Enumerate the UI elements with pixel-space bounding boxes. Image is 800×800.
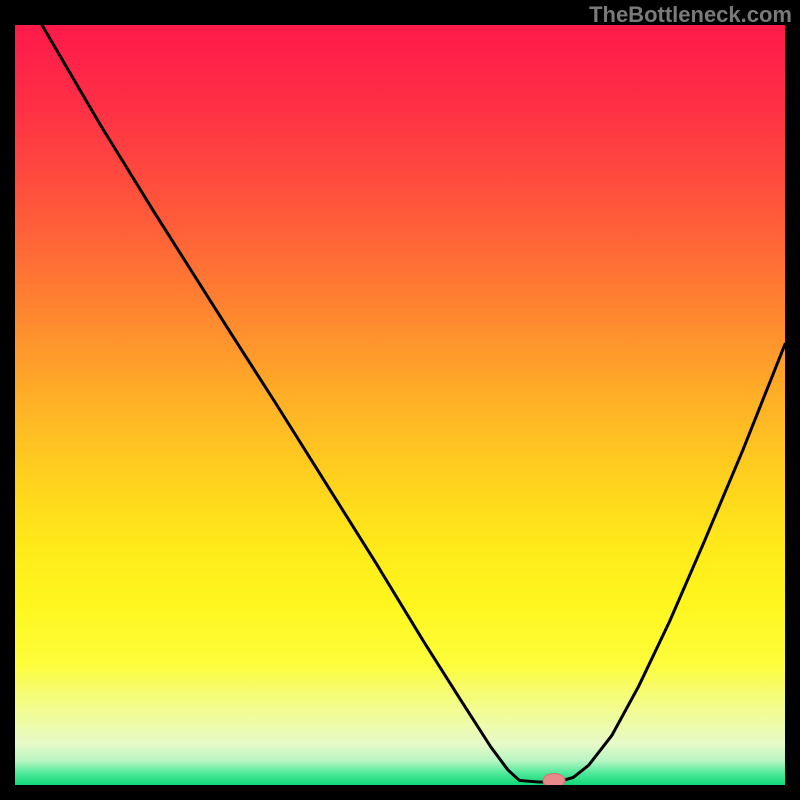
gradient-background bbox=[15, 25, 785, 785]
watermark-text: TheBottleneck.com bbox=[589, 2, 792, 28]
bottleneck-chart bbox=[15, 25, 785, 785]
optimal-point-marker bbox=[543, 773, 565, 785]
